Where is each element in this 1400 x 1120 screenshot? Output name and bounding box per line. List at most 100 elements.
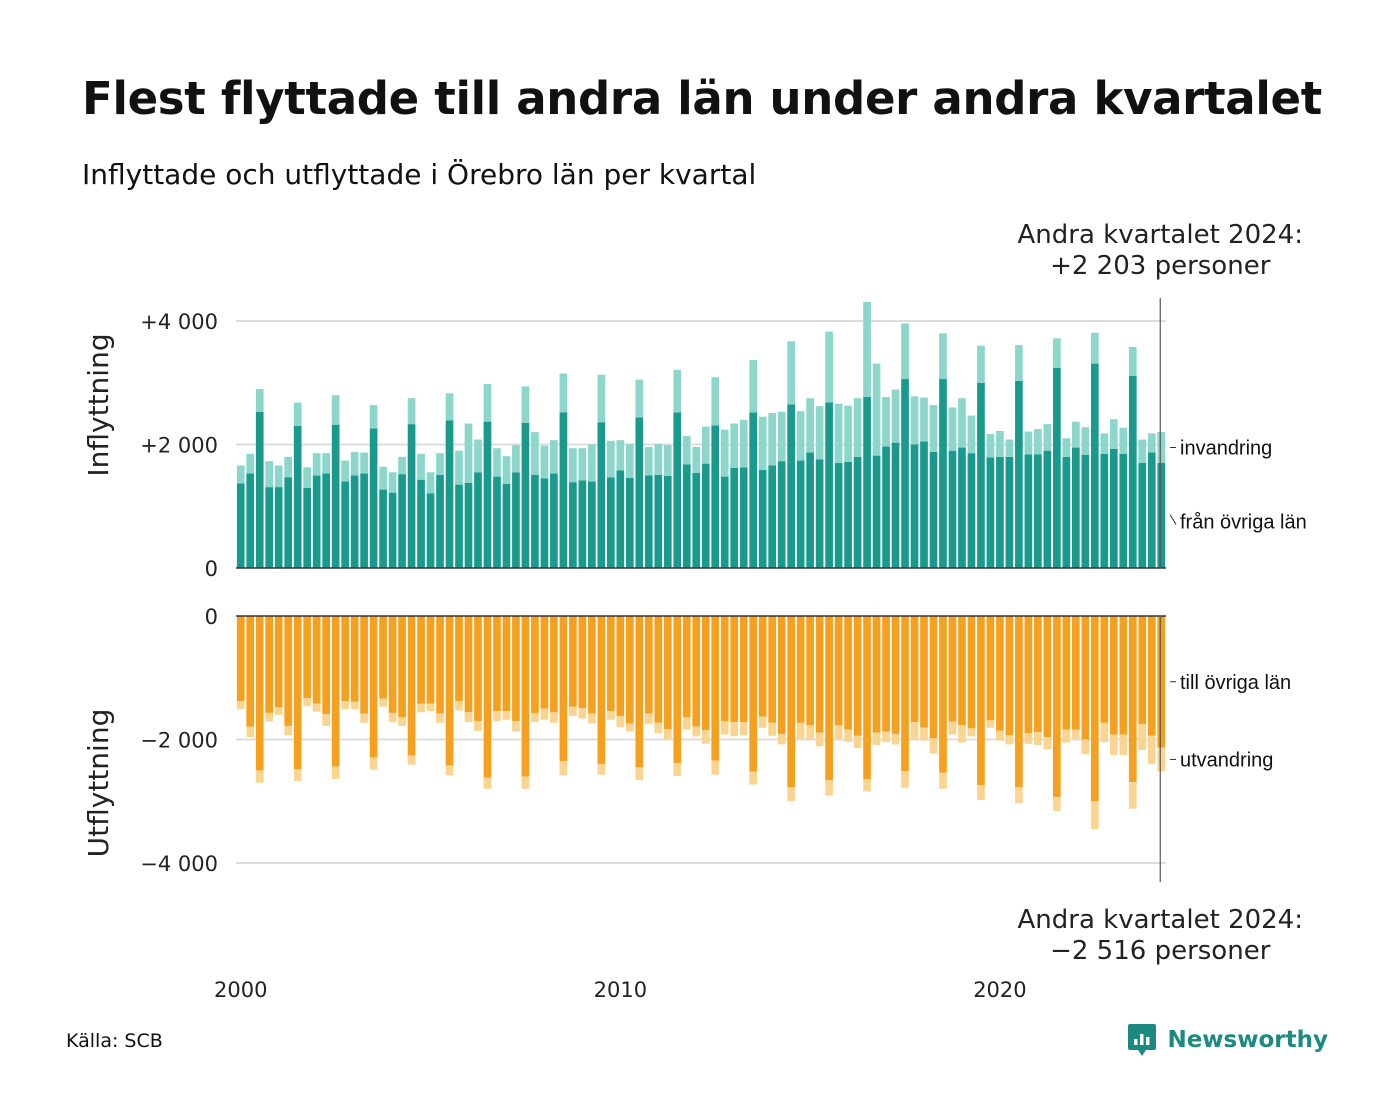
- bar-outflow-emigration: [825, 780, 833, 796]
- bar-inflow-immigration: [369, 404, 378, 429]
- annotation-line: Andra kvartalet 2024:: [1018, 905, 1303, 935]
- bar-outflow-emigration: [939, 772, 947, 789]
- bar-inflow-domestic: [720, 476, 729, 568]
- bar-inflow-immigration: [663, 445, 672, 476]
- bar-inflow-domestic: [1081, 454, 1090, 568]
- bar-outflow-domestic: [853, 616, 862, 736]
- bar-outflow-emigration: [1081, 739, 1090, 755]
- bar-outflow-domestic: [863, 616, 871, 780]
- bar-outflow-domestic: [644, 616, 653, 714]
- bar-inflow-immigration: [398, 456, 406, 475]
- bar-outflow-domestic: [977, 616, 985, 786]
- bar-inflow-domestic: [730, 467, 739, 568]
- bar-outflow-emigration: [512, 720, 520, 732]
- bar-inflow-immigration: [996, 430, 1004, 457]
- bar-inflow-immigration: [493, 448, 501, 477]
- bar-inflow-domestic: [1090, 363, 1099, 568]
- bar-inflow-domestic: [255, 411, 264, 568]
- bar-outflow-domestic: [293, 616, 302, 770]
- bar-inflow-immigration: [920, 397, 928, 442]
- legend-tick: [1169, 514, 1177, 525]
- bar-inflow-domestic: [863, 396, 871, 568]
- bar-outflow-domestic: [559, 616, 568, 762]
- bar-outflow-emigration: [350, 701, 359, 710]
- bar-outflow-domestic: [1034, 616, 1042, 733]
- bar-outflow-emigration: [958, 725, 966, 743]
- bar-inflow-immigration: [654, 443, 663, 475]
- bar-inflow-domestic: [236, 483, 245, 568]
- bar-inflow-immigration: [246, 453, 255, 474]
- bar-inflow-domestic: [806, 452, 814, 568]
- bar-outflow-emigration: [1015, 787, 1023, 804]
- bar-outflow-domestic: [616, 616, 625, 717]
- bar-inflow-domestic: [531, 474, 539, 568]
- bar-outflow-emigration: [284, 725, 293, 736]
- gridlines: [236, 320, 1166, 864]
- bar-outflow-emigration: [872, 732, 881, 746]
- bar-outflow-emigration: [720, 720, 729, 735]
- bar-inflow-immigration: [350, 451, 359, 476]
- bar-inflow-immigration: [644, 446, 653, 476]
- bar-inflow-domestic: [293, 425, 302, 568]
- bar-inflow-immigration: [1081, 427, 1090, 455]
- bar-outflow-emigration: [502, 711, 511, 720]
- bar-outflow-emigration: [616, 716, 625, 728]
- bar-inflow-immigration: [388, 472, 397, 493]
- bar-inflow-immigration: [1034, 429, 1042, 455]
- bar-inflow-immigration: [777, 411, 786, 462]
- bar-outflow-emigration: [1072, 729, 1080, 739]
- bar-inflow-domestic: [312, 475, 321, 568]
- bar-inflow-domestic: [455, 484, 463, 568]
- bar-inflow-domestic: [1043, 450, 1052, 568]
- bar-inflow-domestic: [654, 474, 663, 568]
- bar-outflow-domestic: [739, 616, 748, 723]
- bar-inflow-domestic: [891, 442, 900, 568]
- bar-inflow-domestic: [341, 481, 349, 568]
- bar-inflow-domestic: [1157, 463, 1166, 568]
- bar-inflow-domestic: [644, 475, 653, 568]
- bar-inflow-immigration: [872, 363, 881, 456]
- bar-inflow-domestic: [1005, 456, 1014, 568]
- bar-inflow-domestic: [853, 456, 862, 568]
- chart-title: Flest flyttade till andra län under andr…: [82, 72, 1322, 125]
- brand-logo[interactable]: Newsworthy: [1127, 1023, 1328, 1057]
- bar-outflow-domestic: [1043, 616, 1052, 738]
- bar-inflow-domestic: [986, 457, 995, 568]
- bar-outflow-domestic: [920, 616, 928, 728]
- bar-outflow-domestic: [701, 616, 710, 731]
- bar-outflow-domestic: [673, 616, 682, 763]
- bar-inflow-immigration: [274, 465, 283, 488]
- bar-outflow-emigration: [569, 706, 577, 717]
- bar-inflow-domestic: [588, 481, 596, 568]
- bar-inflow-immigration: [1128, 346, 1137, 376]
- bar-outflow-emigration: [844, 729, 852, 742]
- bar-inflow-immigration: [1005, 439, 1014, 457]
- bar-inflow-immigration: [1100, 433, 1109, 454]
- bar-inflow-domestic: [559, 412, 568, 568]
- bar-inflow-domestic: [369, 428, 378, 568]
- bar-outflow-domestic: [806, 616, 814, 726]
- bar-inflow-domestic: [948, 450, 957, 568]
- bar-inflow-immigration: [977, 345, 985, 383]
- legends: invandring från övriga län till övriga län…: [1169, 437, 1307, 771]
- bar-inflow-immigration: [607, 440, 615, 478]
- bar-outflow-domestic: [967, 616, 976, 729]
- bar-outflow-emigration: [711, 760, 720, 775]
- bar-outflow-emigration: [863, 779, 871, 792]
- bar-outflow-emigration: [1034, 732, 1042, 746]
- bar-inflow-immigration: [597, 374, 606, 423]
- bar-inflow-domestic: [350, 475, 359, 568]
- bar-outflow-domestic: [255, 616, 264, 771]
- bar-inflow-immigration: [483, 383, 492, 422]
- bar-outflow-emigration: [758, 716, 767, 728]
- bar-inflow-immigration: [341, 460, 349, 482]
- bar-inflow-domestic: [1119, 453, 1128, 568]
- bar-inflow-domestic: [1072, 447, 1080, 568]
- bar-inflow-domestic: [834, 463, 843, 568]
- bar-inflow-immigration: [331, 395, 340, 425]
- bar-outflow-emigration: [625, 723, 634, 732]
- bar-inflow-domestic: [360, 473, 368, 568]
- bar-inflow-immigration: [550, 440, 558, 474]
- bar-outflow-emigration: [293, 769, 302, 781]
- bar-inflow-domestic: [872, 455, 881, 568]
